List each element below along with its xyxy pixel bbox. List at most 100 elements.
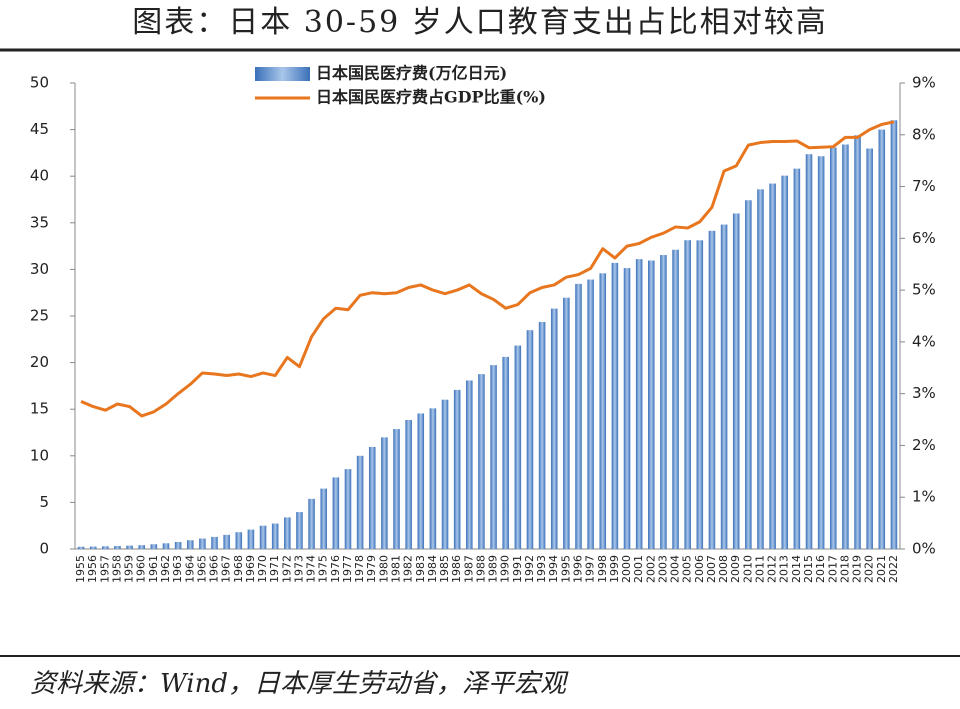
x-tick-label: 1972 [280, 555, 293, 583]
x-tick-label: 2021 [875, 555, 888, 583]
bar [599, 273, 607, 549]
bar [745, 200, 752, 549]
x-tick-label: 2002 [644, 555, 657, 583]
bar [162, 543, 170, 549]
x-tick-label: 2015 [802, 555, 815, 583]
bar [199, 538, 206, 549]
bar [878, 129, 886, 549]
bar [526, 330, 534, 549]
bar [635, 259, 643, 549]
bar [247, 529, 255, 549]
y2-tick-label: 3% [912, 384, 936, 402]
source: 资料来源：Wind，日本厚生劳动省，泽平宏观 [30, 669, 569, 699]
x-tick-label: 1988 [474, 555, 487, 583]
bar [417, 413, 425, 549]
x-tick-label: 1977 [341, 555, 354, 583]
bar [89, 546, 97, 549]
x-tick-label: 1969 [244, 555, 257, 583]
y-tick-label: 5 [39, 493, 49, 511]
y-tick-label: 35 [30, 213, 49, 231]
bar [538, 321, 546, 549]
x-tick-label: 2022 [887, 555, 900, 583]
x-tick-label: 1973 [292, 555, 305, 583]
x-tick-label: 1992 [523, 555, 536, 583]
y2-tick-label: 6% [912, 229, 936, 247]
bar [126, 545, 133, 549]
bar [429, 408, 437, 549]
x-tick-label: 1955 [74, 555, 87, 583]
x-tick-label: 1999 [608, 555, 621, 583]
bar [866, 148, 873, 550]
x-tick-label: 1985 [438, 555, 451, 583]
y-tick-label: 50 [30, 74, 49, 92]
x-tick-label: 1991 [511, 555, 524, 583]
bar [648, 260, 655, 549]
bar [793, 168, 801, 549]
y2-tick-label: 4% [912, 332, 936, 350]
y-tick-label: 40 [30, 167, 49, 185]
bar [854, 135, 861, 549]
legend-label: 日本国民医疗费(万亿日元) [316, 64, 507, 83]
bar [381, 437, 388, 549]
bar [514, 345, 522, 549]
x-tick-label: 1963 [171, 555, 184, 583]
x-tick-label: 1984 [426, 555, 439, 583]
x-tick-label: 1986 [450, 555, 463, 583]
bar [296, 512, 303, 549]
x-tick-label: 1958 [110, 555, 123, 583]
x-tick-label: 1960 [135, 555, 148, 583]
bar [223, 534, 230, 549]
line [80, 120, 895, 418]
bar [356, 455, 364, 549]
bar [186, 540, 194, 549]
y2-tick-label: 2% [912, 436, 936, 454]
x-tick-label: 1993 [535, 555, 548, 583]
x-tick-label: 2012 [766, 555, 779, 583]
x-tick-label: 1994 [547, 555, 560, 583]
x-tick-label: 2018 [838, 555, 851, 583]
x-tick-label: 1997 [584, 555, 597, 583]
bar [393, 429, 400, 549]
bar [563, 297, 570, 549]
bar [781, 175, 789, 549]
x-tick-label: 1965 [195, 555, 208, 583]
x-tick-label: 1975 [317, 555, 330, 583]
x-tick-label: 1980 [377, 555, 390, 583]
x-tick-label: 1967 [220, 555, 233, 583]
x-tick-label: 1966 [208, 555, 221, 583]
x-tick-label: 1959 [123, 555, 136, 583]
bar [660, 255, 667, 550]
bar [441, 399, 449, 549]
bar [769, 183, 776, 549]
bar [805, 154, 813, 549]
x-tick-label: 2011 [753, 555, 766, 583]
x-tick-label: 1976 [329, 555, 342, 583]
bar [332, 477, 340, 549]
bar [453, 389, 461, 549]
x-tick-label: 2017 [826, 555, 839, 583]
bar [587, 279, 594, 549]
x-tick-label: 1981 [390, 555, 403, 583]
bar [502, 356, 509, 549]
bar [672, 249, 679, 549]
bar [114, 546, 121, 549]
x-tick-label: 2016 [814, 555, 827, 583]
x-tick-label: 2010 [741, 555, 754, 583]
x-tick-label: 1989 [487, 555, 500, 583]
x-tick-label: 1974 [305, 555, 318, 583]
y-tick-label: 45 [30, 120, 49, 138]
x-tick-label: 1970 [256, 555, 269, 583]
bar [623, 268, 631, 549]
bar [320, 488, 327, 549]
bar [235, 532, 243, 549]
bar [708, 230, 716, 550]
x-tick-label: 1962 [159, 555, 172, 583]
bar [211, 536, 218, 549]
bar [466, 380, 473, 549]
chart-title: 图表：日本 30-59 岁人口教育支出占比相对较高 [132, 5, 828, 40]
bar [259, 525, 267, 549]
bar [732, 213, 740, 550]
x-tick-label: 2014 [790, 555, 803, 583]
bar [890, 120, 898, 549]
x-tick-label: 1971 [268, 555, 281, 583]
